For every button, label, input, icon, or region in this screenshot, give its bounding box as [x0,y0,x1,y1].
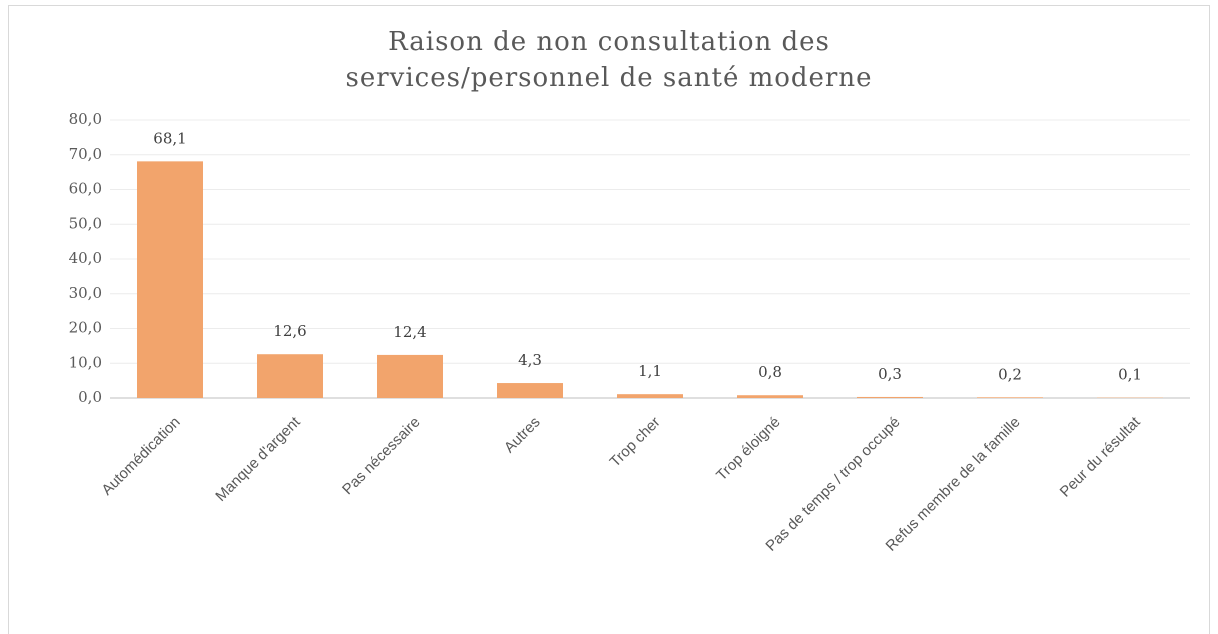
x-tick-label: Manque d'argent [212,413,304,505]
y-tick-label: 50,0 [69,214,102,232]
x-tick-label: Trop éloigné [713,414,784,485]
chart-frame [8,5,1210,634]
chart-title: Raison de non consultation des services/… [345,27,873,93]
y-tick-label: 40,0 [69,249,102,267]
data-label: 12,6 [273,322,306,340]
bar [497,383,563,398]
bar [857,396,923,398]
y-tick-label: 10,0 [69,353,102,371]
data-label: 0,1 [1118,366,1142,384]
data-label: 1,1 [638,362,662,380]
bar [257,354,323,398]
x-tick-label: Trop cher [607,414,664,471]
bar [737,395,803,398]
data-label: 68,1 [153,129,186,147]
x-tick-label: Peur du résultat [1057,413,1144,500]
x-tick-label: Autres [501,414,544,457]
data-label: 0,8 [758,363,782,381]
y-tick-label: 80,0 [69,110,102,128]
data-label: 12,4 [393,323,426,341]
bar [137,161,203,398]
x-tick-label: Refus membre de la famille [883,414,1024,555]
x-tick-label: Automédication [98,414,183,499]
y-tick-label: 70,0 [69,145,102,163]
y-tick-label: 20,0 [69,319,102,337]
bar [977,397,1043,398]
bar [617,394,683,398]
y-tick-label: 60,0 [69,180,102,198]
data-label: 0,2 [998,365,1022,383]
x-tick-label: Pas nécessaire [339,414,424,499]
y-tick-label: 0,0 [78,388,102,406]
y-tick-label: 30,0 [69,284,102,302]
data-label: 4,3 [518,351,542,369]
bar [377,354,443,398]
data-label: 0,3 [878,365,902,383]
x-tick-label: Pas de temps / trop occupé [762,414,903,555]
